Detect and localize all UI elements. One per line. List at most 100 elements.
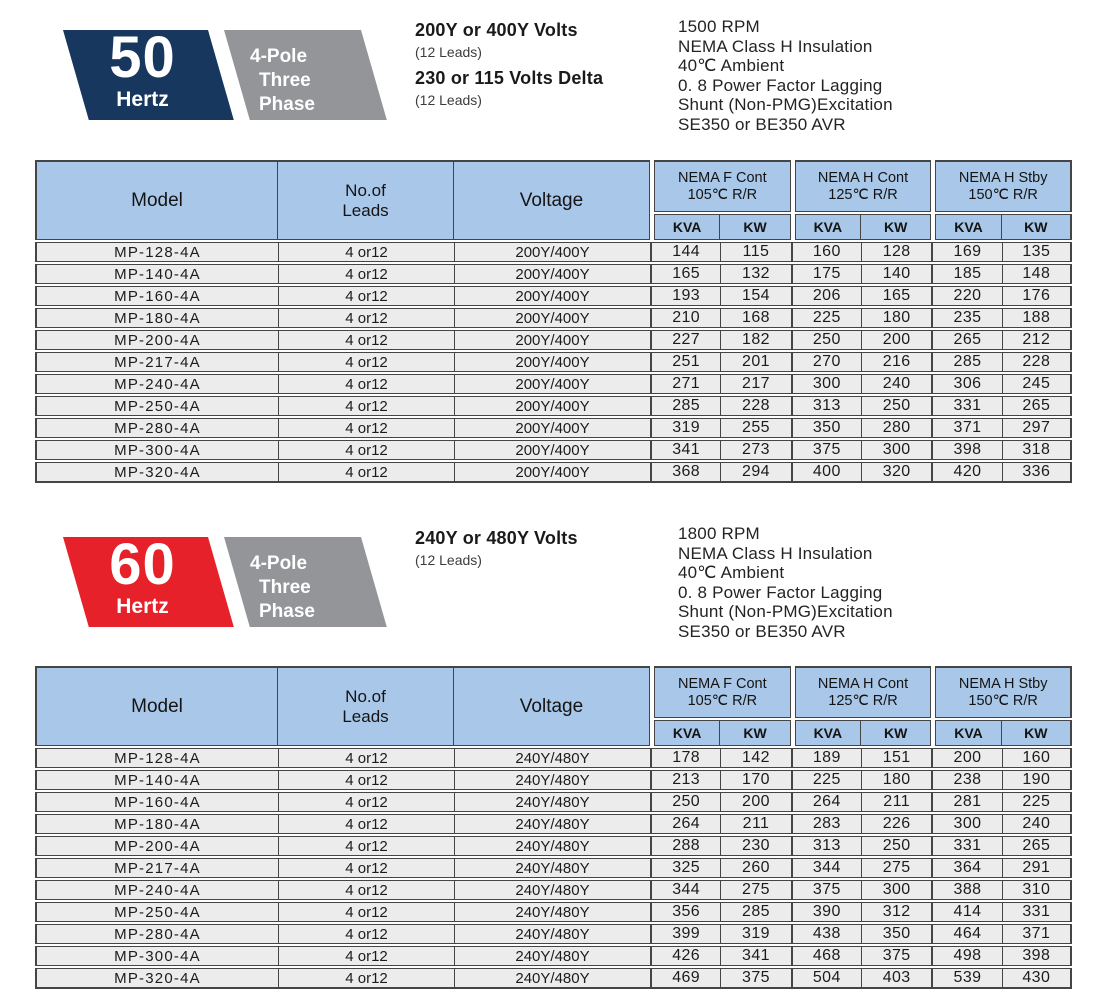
leads-cell: 4 or12 bbox=[278, 330, 454, 350]
voltage-cell: 200Y/400Y bbox=[454, 330, 650, 350]
rating-cell: 250 bbox=[650, 792, 721, 812]
spec-line: 40℃ Ambient bbox=[678, 563, 785, 582]
section-50hz-badges: 50 Hertz 4-Pole Three Phase bbox=[0, 25, 420, 122]
leads-cell: 4 or12 bbox=[278, 308, 454, 328]
voltage-cell: 200Y/400Y bbox=[454, 286, 650, 306]
pole-phase-badge: 4-Pole Three Phase bbox=[224, 537, 387, 627]
rating-cell: 498 bbox=[931, 946, 1002, 966]
voltage-cell: 200Y/400Y bbox=[454, 374, 650, 394]
column-group-nema-h-cont: NEMA H Cont 125℃ R/R bbox=[791, 666, 932, 718]
spec-line: 1500 RPM bbox=[678, 17, 760, 36]
leads-cell: 4 or12 bbox=[278, 396, 454, 416]
voltage-cell: 240Y/480Y bbox=[454, 968, 650, 989]
table-row: MP-280-4A 4 or12 200Y/400Y 319 255 350 280 371 2… bbox=[35, 418, 1072, 438]
rating-cell: 275 bbox=[861, 858, 932, 878]
model-cell: MP-217-4A bbox=[35, 352, 278, 372]
frequency-unit: Hertz bbox=[116, 88, 169, 111]
unit-header-kw: KW bbox=[861, 720, 932, 746]
model-cell: MP-160-4A bbox=[35, 286, 278, 306]
group-subtitle: 105℃ R/R bbox=[687, 692, 758, 709]
model-cell: MP-217-4A bbox=[35, 858, 278, 878]
rating-cell: 300 bbox=[931, 814, 1002, 834]
voltage-option: 200Y or 400Y Volts bbox=[415, 20, 578, 40]
unit-header-kva: KVA bbox=[931, 720, 1002, 746]
rating-cell: 230 bbox=[720, 836, 791, 856]
frequency-60-badge-content: 60 Hertz bbox=[63, 532, 208, 627]
rating-cell: 331 bbox=[931, 836, 1002, 856]
rating-cell: 400 bbox=[790, 462, 861, 483]
leads-cell: 4 or12 bbox=[278, 352, 454, 372]
rating-cell: 399 bbox=[650, 924, 721, 944]
rating-cell: 148 bbox=[1001, 264, 1072, 284]
voltage-cell: 240Y/480Y bbox=[454, 946, 650, 966]
voltage-cell: 200Y/400Y bbox=[454, 396, 650, 416]
leads-cell: 4 or12 bbox=[278, 792, 454, 812]
rating-cell: 200 bbox=[931, 748, 1002, 768]
rating-cell: 310 bbox=[1001, 880, 1072, 900]
rating-cell: 235 bbox=[931, 308, 1002, 328]
rating-cell: 273 bbox=[720, 440, 791, 460]
rating-cell: 245 bbox=[1001, 374, 1072, 394]
rating-cell: 169 bbox=[931, 242, 1002, 262]
leads-cell: 4 or12 bbox=[278, 814, 454, 834]
column-group-nema-f-cont: NEMA F Cont 105℃ R/R bbox=[650, 160, 791, 212]
table-header-row: Model No.of Leads Voltage NEMA F Cont 105… bbox=[35, 160, 1072, 240]
rating-cell: 178 bbox=[650, 748, 721, 768]
spec-line: 1800 RPM bbox=[678, 524, 760, 543]
group-title: NEMA H Cont bbox=[817, 675, 909, 692]
leads-cell: 4 or12 bbox=[278, 924, 454, 944]
rating-cell: 151 bbox=[861, 748, 932, 768]
rating-cell: 132 bbox=[720, 264, 791, 284]
rating-cell: 318 bbox=[1001, 440, 1072, 460]
rating-cell: 225 bbox=[790, 308, 861, 328]
unit-header-kva: KVA bbox=[791, 720, 861, 746]
model-cell: MP-128-4A bbox=[35, 748, 278, 768]
rating-cell: 398 bbox=[931, 440, 1002, 460]
table-row: MP-240-4A 4 or12 200Y/400Y 271 217 300 240 306 2… bbox=[35, 374, 1072, 394]
rating-cell: 227 bbox=[650, 330, 721, 350]
table-row: MP-128-4A 4 or12 200Y/400Y 144 115 160 128 169 1… bbox=[35, 242, 1072, 262]
leads-note: (12 Leads) bbox=[415, 44, 482, 60]
table-row: MP-250-4A 4 or12 240Y/480Y 356 285 390 312 414 3… bbox=[35, 902, 1072, 922]
rating-cell: 398 bbox=[1001, 946, 1072, 966]
table-units-row: KVA KW KVA KW KVA KW bbox=[35, 720, 1072, 746]
spec-line: Shunt (Non-PMG)Excitation bbox=[678, 602, 893, 621]
rating-cell: 275 bbox=[720, 880, 791, 900]
spec-line: 0. 8 Power Factor Lagging bbox=[678, 75, 883, 95]
rating-cell: 265 bbox=[931, 330, 1002, 350]
leads-note: (12 Leads) bbox=[415, 92, 482, 108]
table-row: MP-180-4A 4 or12 200Y/400Y 210 168 225 180 235 1… bbox=[35, 308, 1072, 328]
spec-line: 40℃ Ambient bbox=[678, 56, 785, 75]
leads-cell: 4 or12 bbox=[278, 946, 454, 966]
column-header-model: Model bbox=[35, 666, 278, 746]
leads-cell: 4 or12 bbox=[278, 770, 454, 790]
rating-cell: 228 bbox=[1001, 352, 1072, 372]
table-row: MP-240-4A 4 or12 240Y/480Y 344 275 375 300 388 3… bbox=[35, 880, 1072, 900]
leads-cell: 4 or12 bbox=[278, 440, 454, 460]
leads-note: (12 Leads) bbox=[415, 552, 482, 568]
column-header-voltage: Voltage bbox=[454, 160, 650, 240]
rating-cell: 350 bbox=[790, 418, 861, 438]
pole-phase-badge-content: 4-Pole Three Phase bbox=[224, 537, 361, 627]
rating-cell: 165 bbox=[650, 264, 721, 284]
rating-cell: 154 bbox=[720, 286, 791, 306]
voltage-cell: 200Y/400Y bbox=[454, 418, 650, 438]
rating-cell: 388 bbox=[931, 880, 1002, 900]
leads-cell: 4 or12 bbox=[278, 968, 454, 989]
rating-cell: 160 bbox=[790, 242, 861, 262]
rating-cell: 200 bbox=[861, 330, 932, 350]
rating-cell: 271 bbox=[650, 374, 721, 394]
rating-cell: 211 bbox=[861, 792, 932, 812]
model-cell: MP-140-4A bbox=[35, 770, 278, 790]
voltage-cell: 240Y/480Y bbox=[454, 880, 650, 900]
table-row: MP-140-4A 4 or12 240Y/480Y 213 170 225 180 238 1… bbox=[35, 770, 1072, 790]
rating-cell: 331 bbox=[1001, 902, 1072, 922]
rating-cell: 336 bbox=[1001, 462, 1072, 483]
rating-cell: 375 bbox=[790, 440, 861, 460]
rating-cell: 285 bbox=[650, 396, 721, 416]
voltage-info-60hz: 240Y or 480Y Volts (12 Leads) bbox=[415, 528, 685, 576]
rating-cell: 325 bbox=[650, 858, 721, 878]
rating-cell: 142 bbox=[720, 748, 791, 768]
spec-list-50hz: 1500 RPM NEMA Class H Insulation 40℃ Amb… bbox=[678, 17, 998, 134]
model-cell: MP-140-4A bbox=[35, 264, 278, 284]
